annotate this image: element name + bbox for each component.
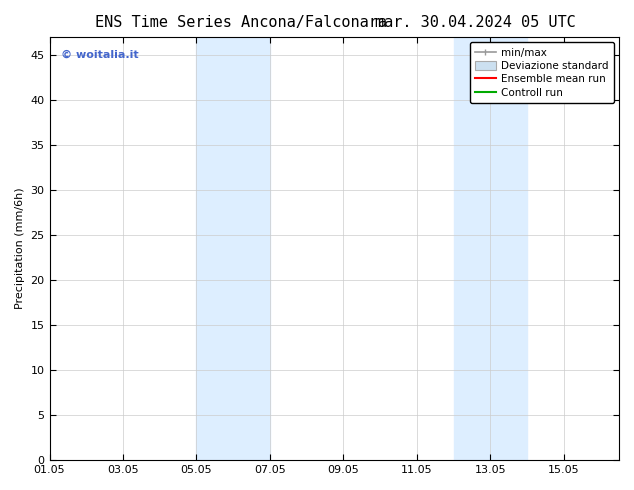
Y-axis label: Precipitation (mm/6h): Precipitation (mm/6h)	[15, 188, 25, 309]
Text: © woitalia.it: © woitalia.it	[61, 50, 139, 60]
Bar	[197, 37, 270, 460]
Text: ENS Time Series Ancona/Falconara: ENS Time Series Ancona/Falconara	[95, 15, 387, 30]
Legend: min/max, Deviazione standard, Ensemble mean run, Controll run: min/max, Deviazione standard, Ensemble m…	[470, 42, 614, 103]
Bar	[454, 37, 527, 460]
Text: mar. 30.04.2024 05 UTC: mar. 30.04.2024 05 UTC	[375, 15, 576, 30]
